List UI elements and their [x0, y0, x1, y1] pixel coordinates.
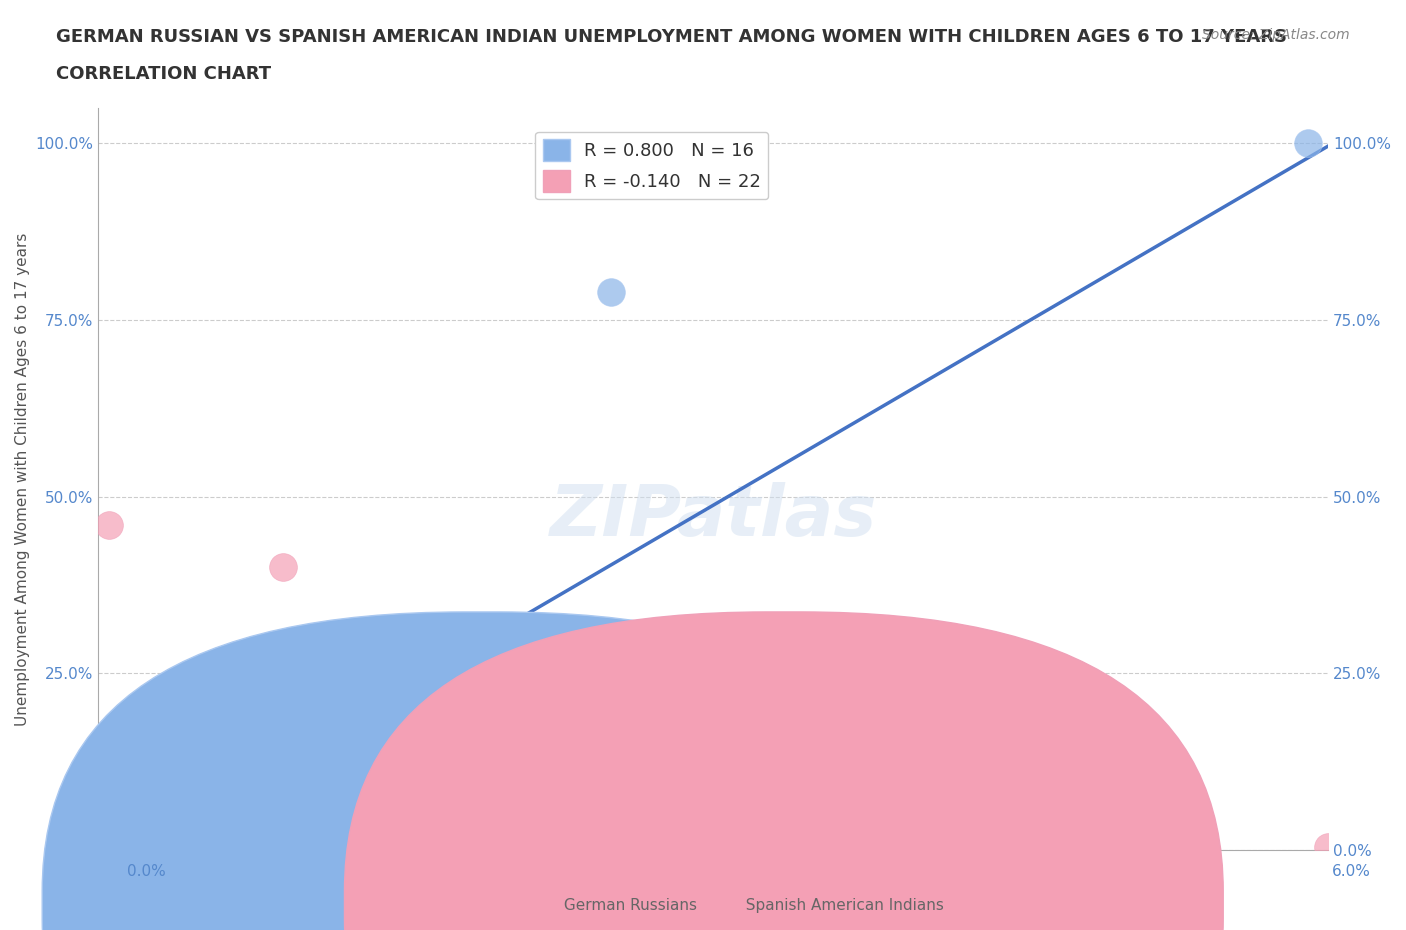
Point	[190, 836, 212, 851]
Point	[149, 709, 172, 724]
Point	[128, 701, 150, 716]
Point	[415, 839, 437, 854]
Point	[97, 518, 120, 533]
Point	[333, 715, 356, 730]
Point	[190, 839, 212, 854]
Text: CORRELATION CHART: CORRELATION CHART	[56, 65, 271, 83]
Point	[190, 829, 212, 844]
Legend: R = 0.800   N = 16, R = -0.140   N = 22: R = 0.800 N = 16, R = -0.140 N = 22	[536, 132, 768, 199]
Text: 6.0%: 6.0%	[1331, 864, 1371, 879]
Text: German Russians          Spanish American Indians: German Russians Spanish American Indians	[520, 898, 943, 913]
Point	[1031, 839, 1053, 854]
Text: Source: ZipAtlas.com: Source: ZipAtlas.com	[1202, 28, 1350, 42]
Text: GERMAN RUSSIAN VS SPANISH AMERICAN INDIAN UNEMPLOYMENT AMONG WOMEN WITH CHILDREN: GERMAN RUSSIAN VS SPANISH AMERICAN INDIA…	[56, 28, 1288, 46]
Point	[1296, 136, 1319, 151]
Point	[415, 687, 437, 702]
Point	[108, 715, 131, 730]
Point	[538, 839, 561, 854]
Point	[149, 839, 172, 854]
Point	[271, 560, 294, 575]
Point	[128, 839, 150, 854]
Point	[128, 723, 150, 737]
Point	[436, 715, 458, 730]
Point	[538, 687, 561, 702]
Point	[128, 839, 150, 854]
Point	[190, 839, 212, 854]
Text: ZIPatlas: ZIPatlas	[550, 482, 877, 551]
Point	[538, 701, 561, 716]
Point	[149, 829, 172, 844]
Point	[333, 687, 356, 702]
Point	[353, 687, 375, 702]
Point	[374, 839, 396, 854]
Point	[415, 701, 437, 716]
Point	[108, 737, 131, 751]
Y-axis label: Unemployment Among Women with Children Ages 6 to 17 years: Unemployment Among Women with Children A…	[15, 232, 30, 725]
Point	[128, 829, 150, 844]
Point	[190, 839, 212, 854]
Point	[702, 839, 724, 854]
Point	[599, 285, 621, 299]
Point	[292, 839, 315, 854]
Point	[169, 836, 191, 851]
Point	[149, 839, 172, 854]
Text: 0.0%: 0.0%	[127, 864, 166, 879]
Point	[702, 839, 724, 854]
Point	[1317, 839, 1340, 854]
Point	[149, 723, 172, 737]
